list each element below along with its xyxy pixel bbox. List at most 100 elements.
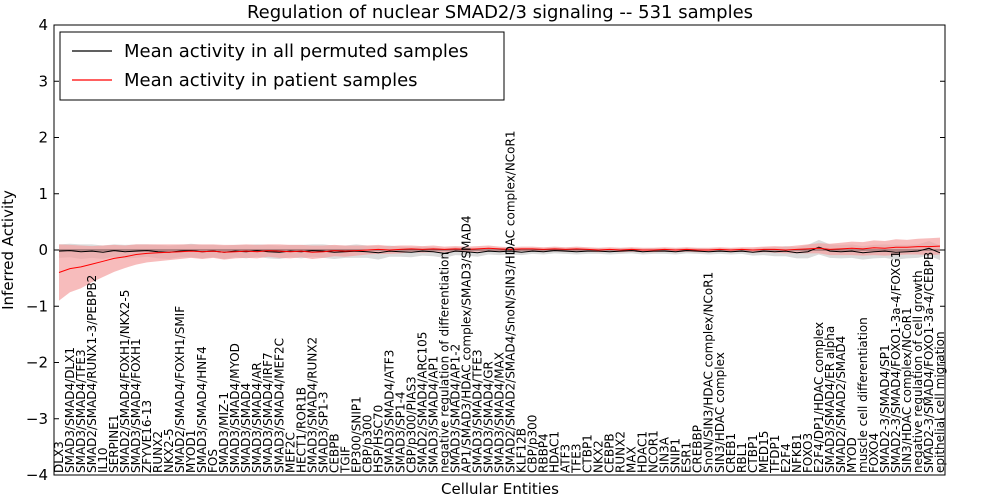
- entity-label: SMAD3/SMAD4/TFE3: [471, 349, 485, 473]
- patient-line: [58, 245, 941, 273]
- y-tick-label: 1: [38, 185, 48, 203]
- entity-label: RUNX2: [614, 431, 628, 473]
- entity-label: epithelial cell migration: [933, 331, 947, 473]
- entity-label: SMAD3/SMAD4/ATF3: [382, 350, 396, 473]
- entity-label: NKX2-5: [162, 428, 176, 473]
- entity-label: RBL1: [735, 442, 749, 473]
- y-tick-label: −1: [26, 297, 48, 315]
- x-axis-label: Cellular Entities: [441, 480, 559, 498]
- entity-label: SMAD3/SMAD4/ER alpha: [823, 326, 837, 473]
- entity-label: FOS: [206, 449, 220, 473]
- chart-title: Regulation of nuclear SMAD2/3 signaling …: [247, 2, 753, 23]
- y-tick-label: 0: [38, 241, 48, 259]
- entity-label: TFDP1: [768, 435, 782, 474]
- entity-label: SMAD3/SMAD4/MEF2C: [272, 338, 286, 473]
- entity-label: CEBPB: [327, 433, 341, 473]
- legend: Mean activity in all permuted samples Me…: [59, 31, 505, 101]
- patient-band: [59, 237, 940, 301]
- y-tick-label: −3: [26, 410, 48, 428]
- entity-label: FOXO4: [867, 433, 881, 473]
- entity-label: ATF3: [559, 444, 573, 473]
- entity-label: TGIF: [338, 446, 352, 474]
- entity-label: IL10: [96, 448, 110, 474]
- entity-label: MEF2C: [283, 432, 297, 473]
- entity-label: E2F4: [779, 443, 793, 473]
- entity-label: SIN3/HDAC complex/NCoR1: [900, 307, 914, 473]
- entity-label: NFKB1: [790, 433, 804, 473]
- entity-label: SMAD3/SMAD4/FOXH1: [129, 338, 143, 473]
- entity-label: SMAD3/SMAD4/AP1-2: [448, 344, 462, 473]
- entity-label: SMAD3/SP1-3: [316, 391, 330, 473]
- entity-label: NCOR1: [647, 430, 661, 473]
- entity-label: SMAD3/SMAD4/GR: [482, 361, 496, 473]
- entity-label: SMAD2-3/SMAD4/FOXO1-3a-4/FOXG1: [889, 251, 903, 473]
- entity-label: SMAD3/SMAD4/AR: [250, 362, 264, 473]
- legend-box: [59, 31, 505, 101]
- entity-label: KLF12B: [515, 428, 529, 473]
- entity-label: MYOD: [845, 437, 859, 473]
- entity-label: FOXO3: [801, 433, 815, 473]
- entity-label: TFE3: [570, 444, 584, 474]
- entity-label: RBBP4: [537, 433, 551, 473]
- entity-label: negative regulation of cell growth: [911, 270, 925, 473]
- entity-label: SnoN/SIN3/HDAC complex/NCoR1: [702, 272, 716, 473]
- entity-label: SMAD2-3/SMAD4/SP1: [878, 344, 892, 473]
- entity-label: SMAD3/SMAD4/HNF4: [195, 346, 209, 473]
- entity-label: muscle cell differentiation: [856, 317, 870, 473]
- y-tick-label: −2: [26, 354, 48, 372]
- entity-label: HSP/HSC70: [371, 405, 385, 473]
- entity-label: CBP/p300: [360, 415, 374, 473]
- entity-label: SMAD2/SMAD4/FOXH1/NKX2-5: [118, 290, 132, 473]
- entity-label: SMAD3/SMAD4: [239, 383, 253, 473]
- entity-label: MAX: [625, 446, 639, 473]
- entity-label: MED15: [757, 431, 771, 473]
- legend-label-permuted: Mean activity in all permuted samples: [124, 41, 468, 62]
- entity-label: HDAC1: [636, 431, 650, 473]
- entity-label: SMAD3/SMAD4/RUNX2: [305, 337, 319, 473]
- entity-label: SMAD3/SMAD4/IRF7: [261, 352, 275, 473]
- y-tick-label: 4: [38, 16, 48, 34]
- entity-label: negative regulation of differentiation: [437, 252, 451, 473]
- entity-label: EP300/SNIP1: [349, 396, 363, 473]
- entity-label: SMAD2/SMAD4/RUNX1-3/PEBPB2: [85, 275, 99, 473]
- entity-label: CBP/p300/PIAS3: [404, 376, 418, 473]
- y-axis-label: Inferred Activity: [0, 190, 17, 310]
- entity-label: SMAD3/SMAD4/TFE3: [74, 349, 88, 473]
- entity-label: SNIP1: [669, 438, 683, 473]
- entity-label: SMAD3/SMAD4/DLX1: [63, 347, 77, 473]
- entity-label: MYOD1: [184, 430, 198, 473]
- entity-label: SMAD3/MIZ-1: [217, 392, 231, 473]
- y-tick-label: 2: [38, 129, 48, 147]
- entity-label: HECT1/ROR1B: [294, 387, 308, 473]
- legend-label-patient: Mean activity in patient samples: [124, 70, 418, 91]
- entity-label: SMAD3/SMAD4/MAX: [493, 352, 507, 473]
- entity-label: SMAD2-3/SMAD4/FOXO1-3a-4/CEBPB: [922, 252, 936, 473]
- entity-label: ZFYVE16-13: [140, 400, 154, 473]
- entity-label: CREBBP: [691, 425, 705, 473]
- entity-label: SMAD2/SMAD4/FOXH1/SMIF: [173, 306, 187, 473]
- entity-label: SMAD2/SMAD2/SMAD4/SnoN/SIN3/HDAC complex…: [504, 131, 518, 474]
- entity-label: ESR1: [680, 442, 694, 473]
- entity-label: RUNX2: [151, 431, 165, 473]
- entity-label: CREB1: [724, 433, 738, 473]
- entity-label: SIN3A: [658, 436, 672, 473]
- plot-frame: [53, 24, 946, 476]
- entity-label: CBP/p300: [526, 415, 540, 473]
- entity-label: SMAD3/SP1-4: [393, 391, 407, 473]
- entity-label: SMAD3/SMAD4/MYOD: [228, 343, 242, 473]
- y-tick-label: 3: [38, 72, 48, 90]
- entity-label: CEBPB: [603, 433, 617, 473]
- entity-label: SMAD2/SMAD2/SMAD4: [834, 336, 848, 473]
- entity-label: SMAD2/SMAD4/ARC105: [415, 332, 429, 473]
- entity-label: DLX3: [52, 441, 66, 473]
- entity-label: E2F4/DP1/HDAC complex: [812, 322, 826, 473]
- entity-label: SERPINE1: [107, 414, 121, 473]
- entity-label: HDAC1: [548, 431, 562, 473]
- entity-label: CTBP1: [581, 434, 595, 473]
- entity-label: SIN3/HDAC complex: [713, 352, 727, 473]
- entity-label: NKX2: [592, 440, 606, 473]
- entity-label: AP1/SMAD3/HDAC complex/SMAD3/SMAD4: [460, 215, 474, 473]
- entity-label: CTBP1: [746, 434, 760, 473]
- entity-label: SMAD3/SMAD4/AP1: [426, 356, 440, 473]
